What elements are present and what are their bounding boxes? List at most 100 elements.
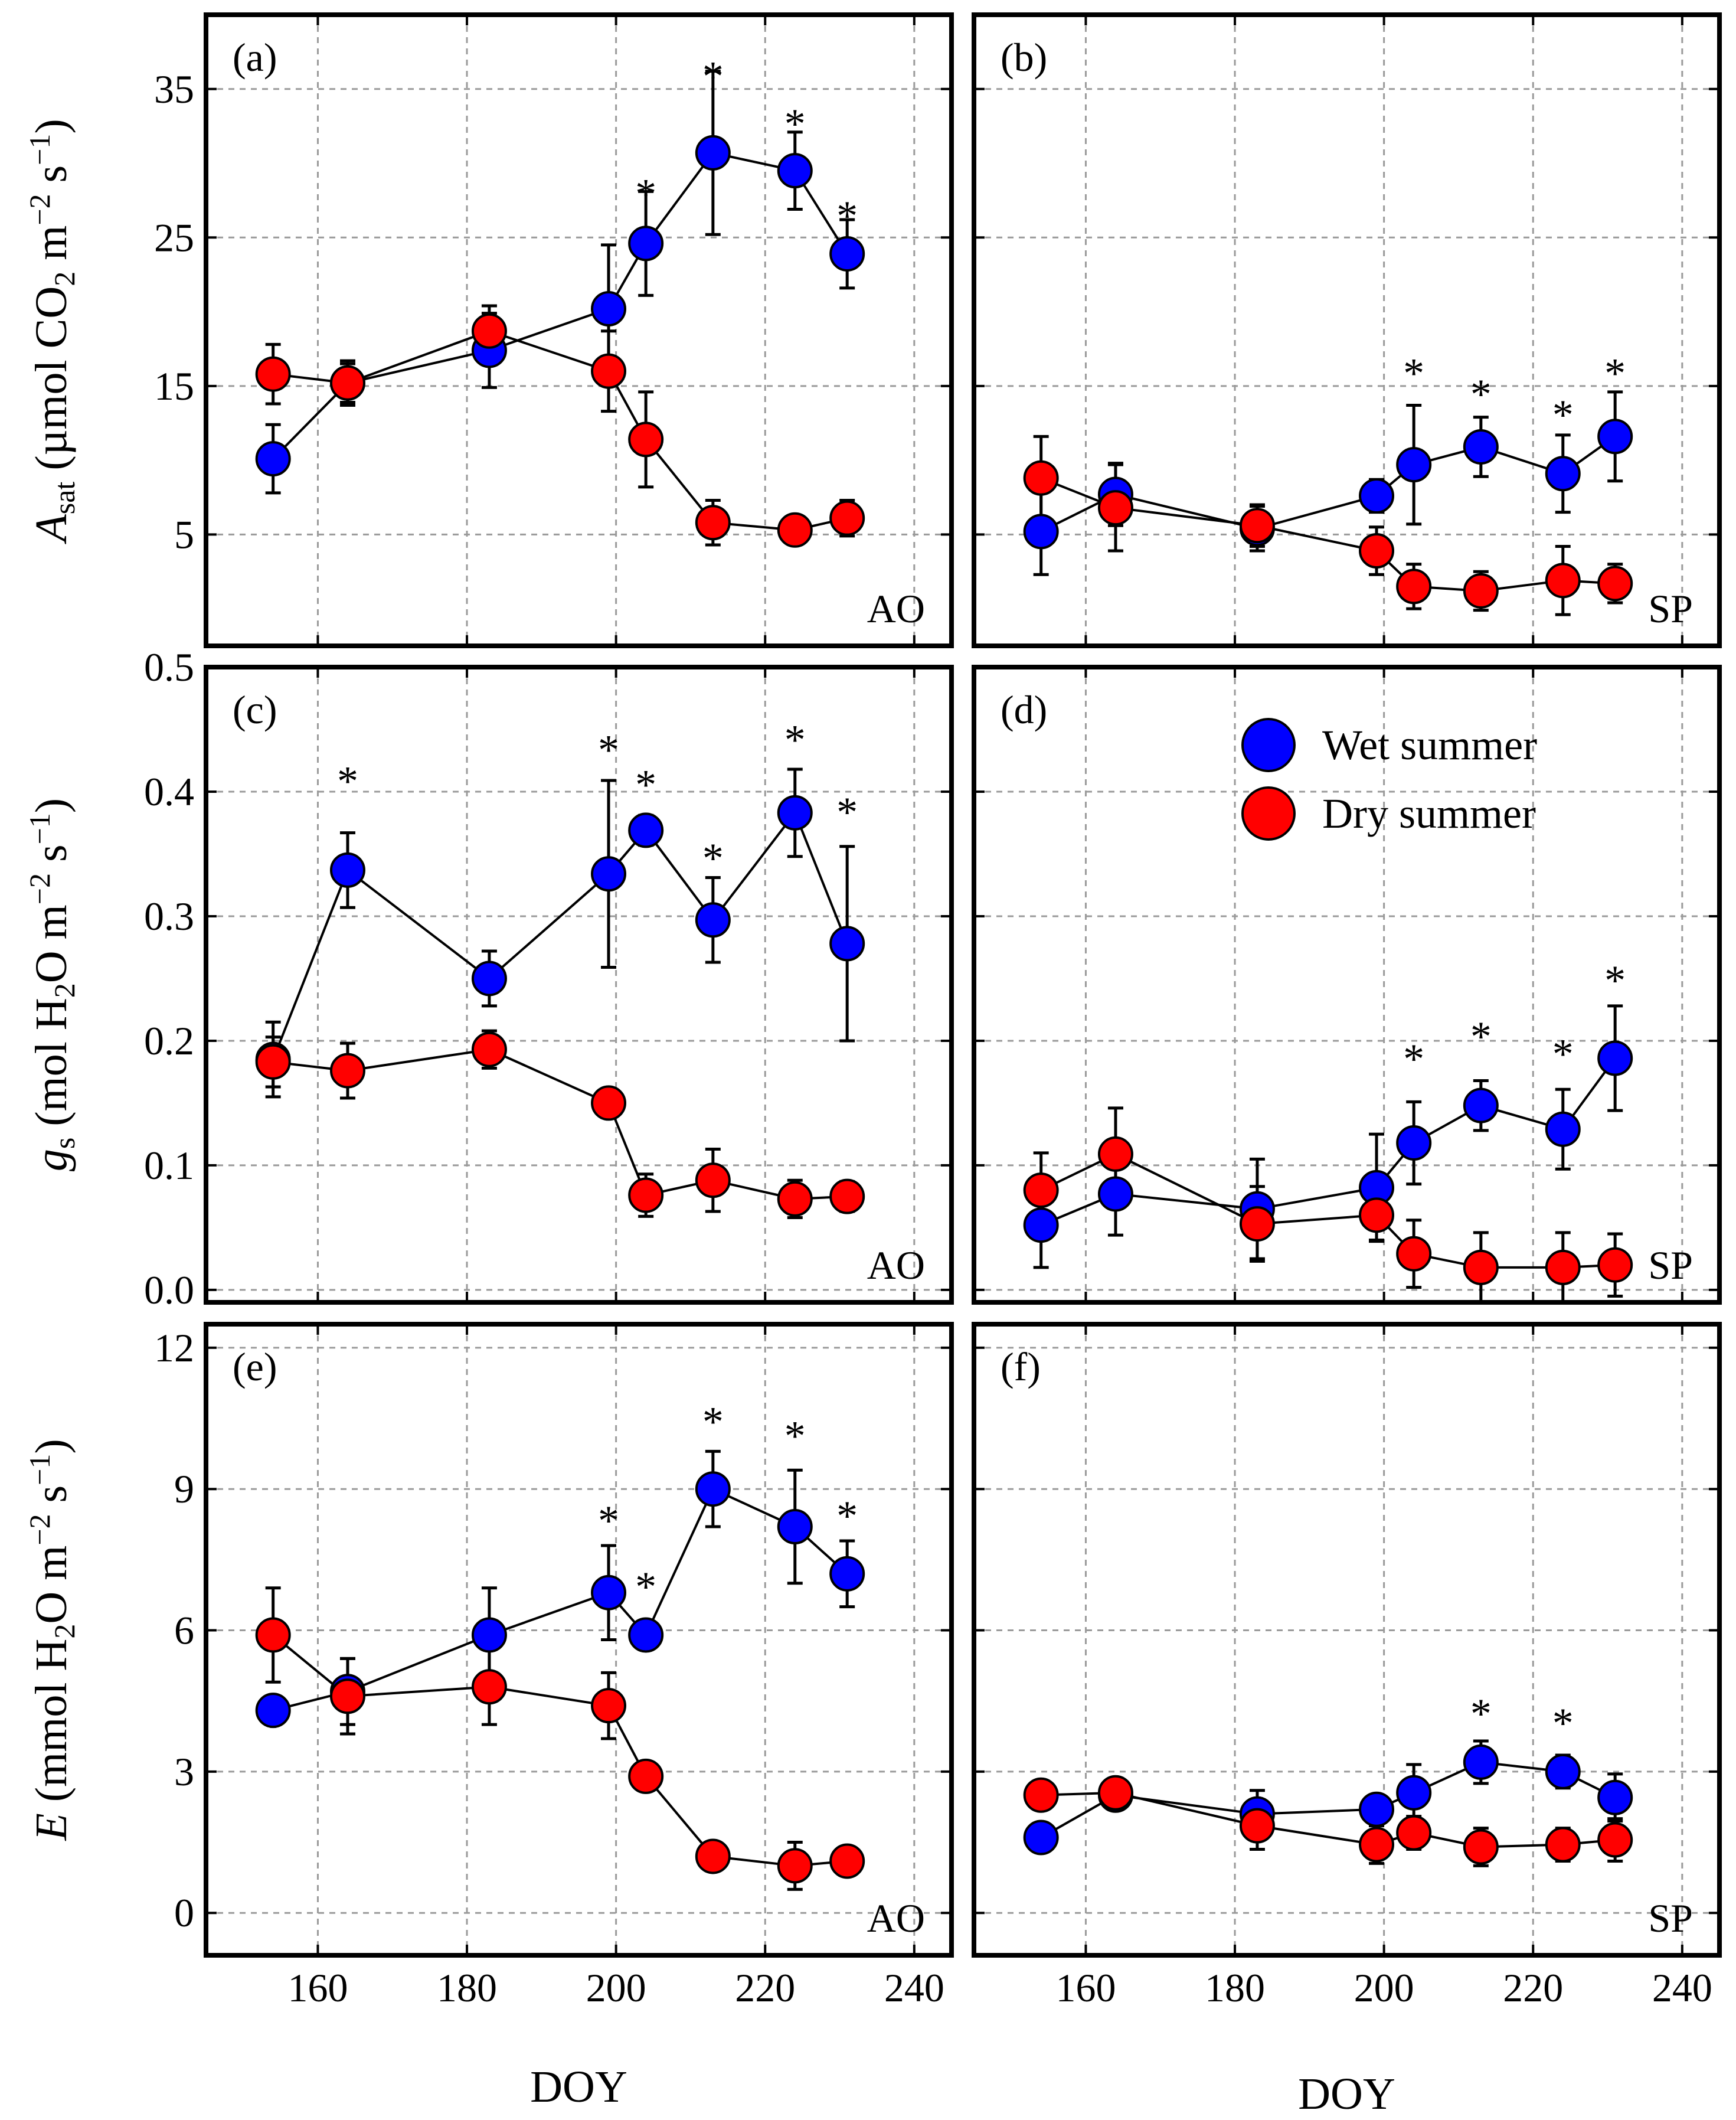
panel-label: (d): [1001, 687, 1047, 732]
significance-star: *: [337, 757, 358, 805]
y-axis-title-part: s: [27, 844, 76, 873]
y-axis-title: Asat (µmol CO2 m−2 s−1): [23, 119, 81, 544]
y-axis-title: gs (mol H2O m−2 s−1): [23, 798, 81, 1171]
y-tick-label: 35: [154, 67, 194, 112]
point-wet: [1359, 1791, 1395, 1827]
significance-star: *: [1552, 1030, 1574, 1077]
x-tick-label: 240: [1652, 1965, 1712, 2010]
x-tick-label: 160: [1055, 1965, 1116, 2010]
significance-star: *: [1403, 350, 1424, 397]
significance-star: *: [784, 717, 806, 764]
panel-label: (c): [233, 687, 277, 732]
point-wet: [1463, 1087, 1499, 1123]
point-dry: [1023, 1777, 1059, 1813]
point-dry: [777, 512, 813, 548]
legend-label-wet: Wet summer: [1322, 721, 1537, 769]
point-dry: [329, 1053, 365, 1089]
y-axis-title: E (mmol H2O m−2 s−1): [23, 1439, 81, 1841]
point-dry: [1359, 1827, 1395, 1863]
significance-star: *: [784, 1413, 806, 1460]
point-dry: [1396, 1815, 1432, 1851]
point-dry: [829, 1178, 865, 1214]
panel-c: 0.0 0.1 0.2 0.3 0.4 0.5 * * * * * * (c) AO: [144, 645, 954, 1312]
point-dry: [628, 1758, 664, 1794]
y-axis-title-part: g: [27, 1149, 76, 1171]
y-axis-title-part: s: [48, 1138, 81, 1149]
point-wet: [829, 236, 865, 272]
site-label: AO: [867, 586, 925, 631]
point-wet: [1023, 1207, 1059, 1243]
y-axis-title-part: (mmol H: [27, 1639, 76, 1814]
point-wet: [1396, 447, 1432, 483]
y-tick-label: 0.4: [144, 769, 194, 814]
panel-label: (b): [1001, 35, 1047, 80]
point-wet: [628, 812, 664, 848]
significance-star: *: [836, 1492, 858, 1540]
significance-star: *: [836, 789, 858, 836]
significance-star: *: [635, 170, 656, 217]
y-axis-title-part: (µmol CO: [27, 286, 76, 482]
point-dry: [1023, 1172, 1059, 1208]
x-tick-label: 160: [287, 1965, 348, 2010]
point-wet: [591, 856, 627, 892]
panel-frame: [204, 665, 954, 1305]
y-tick-label: 5: [174, 512, 194, 557]
point-wet: [628, 226, 664, 262]
point-wet: [1463, 429, 1499, 465]
y-axis-title-part: ): [27, 1439, 76, 1453]
panel-a: 5 15 25 35 * * * * (a) AO: [154, 12, 954, 648]
point-wet: [695, 135, 731, 171]
point-dry: [1396, 569, 1432, 605]
point-wet: [1396, 1775, 1432, 1811]
legend: Wet summer Dry summer: [1241, 718, 1537, 841]
significance-star: *: [836, 192, 858, 240]
x-tick-label: 180: [1205, 1965, 1265, 2010]
y-axis-title-part: ): [27, 798, 76, 813]
point-dry: [255, 356, 291, 392]
point-dry: [255, 1617, 291, 1653]
point-dry: [1463, 1829, 1499, 1865]
significance-star: *: [702, 1399, 724, 1446]
site-label: SP: [1648, 1896, 1693, 1941]
point-dry: [1097, 490, 1133, 526]
site-label: SP: [1648, 1243, 1693, 1288]
y-tick-label: 15: [154, 364, 194, 409]
y-axis-title-part: −2: [23, 1514, 56, 1545]
point-wet: [255, 1693, 291, 1729]
point-dry: [471, 1669, 507, 1705]
point-dry: [628, 422, 664, 458]
point-dry: [329, 1678, 365, 1714]
legend-label-dry: Dry summer: [1322, 790, 1536, 837]
significance-star: *: [702, 53, 724, 100]
point-dry: [1359, 1197, 1395, 1233]
point-dry: [1545, 1249, 1581, 1285]
series-line-wet: [273, 1487, 848, 1712]
point-dry: [1545, 563, 1581, 599]
point-dry: [829, 500, 865, 536]
point-dry: [628, 1177, 664, 1213]
point-dry: [1463, 1249, 1499, 1285]
panel-frame: [972, 1322, 1722, 1958]
significance-star: *: [1470, 1013, 1492, 1060]
point-wet: [1597, 1779, 1633, 1815]
point-wet: [777, 795, 813, 831]
point-wet: [1023, 1820, 1059, 1856]
x-tick-label: 240: [884, 1965, 944, 2010]
significance-star: *: [1604, 350, 1626, 397]
series-line-wet: [272, 151, 848, 460]
panel-frame: [204, 1322, 954, 1958]
y-tick-label: 6: [174, 1608, 194, 1653]
y-axis-title-part: O m: [27, 1546, 76, 1624]
point-dry: [1463, 573, 1499, 609]
significance-star: *: [1470, 1690, 1492, 1737]
point-dry: [1396, 1236, 1432, 1272]
x-tick-label: 220: [735, 1965, 795, 2010]
significance-star: *: [635, 762, 656, 809]
significance-star: *: [635, 1563, 656, 1611]
y-axis-title-part: O m: [27, 904, 76, 983]
point-wet: [1545, 1753, 1581, 1789]
point-dry: [1597, 566, 1633, 602]
y-axis-title-part: E: [27, 1813, 76, 1841]
y-tick-label: 3: [174, 1749, 194, 1794]
y-axis-title-part: −2: [23, 873, 56, 904]
